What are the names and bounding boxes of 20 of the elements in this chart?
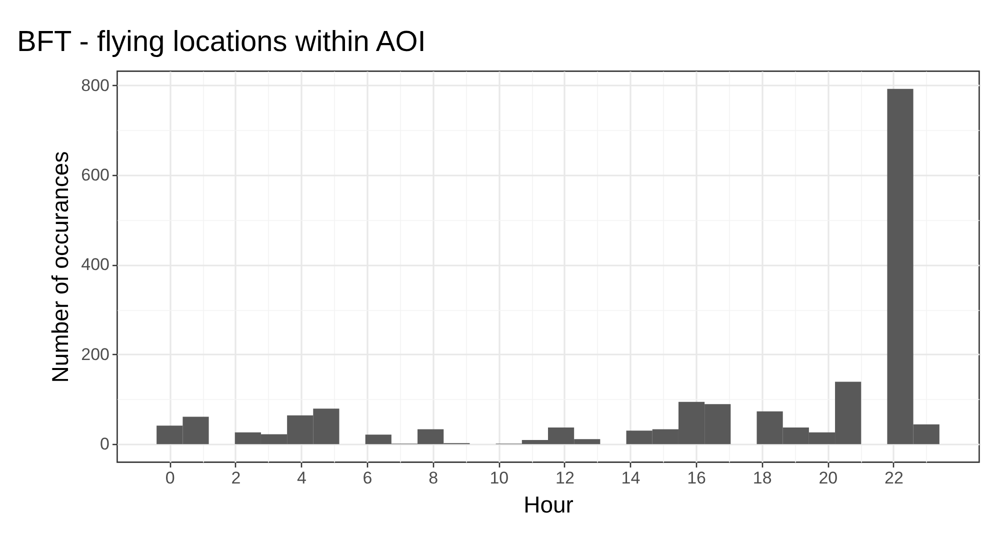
x-tick-label: 6 xyxy=(362,468,372,488)
x-tick-label: 14 xyxy=(621,468,640,488)
x-tick-label: 4 xyxy=(297,468,306,488)
x-tick-label: 16 xyxy=(687,468,706,488)
x-tick-label: 20 xyxy=(818,468,838,488)
y-tick-label: 800 xyxy=(81,76,110,95)
y-tick-label: 600 xyxy=(81,166,110,185)
x-tick-label: 10 xyxy=(490,468,509,488)
x-tick-label: 22 xyxy=(884,468,904,488)
x-tick-label: 2 xyxy=(231,468,241,488)
y-tick-label: 0 xyxy=(100,434,110,454)
chart-title: BFT - flying locations within AOI xyxy=(17,26,426,58)
y-tick-label: 200 xyxy=(81,344,110,364)
x-axis-title: Hour xyxy=(524,492,574,518)
x-tick-label: 0 xyxy=(165,468,175,488)
y-axis-title: Number of occurances xyxy=(47,151,74,383)
x-tick-label: 8 xyxy=(428,468,438,488)
x-tick-label: 12 xyxy=(555,468,574,488)
x-tick-label: 18 xyxy=(752,468,772,488)
y-tick-label: 400 xyxy=(81,255,110,274)
